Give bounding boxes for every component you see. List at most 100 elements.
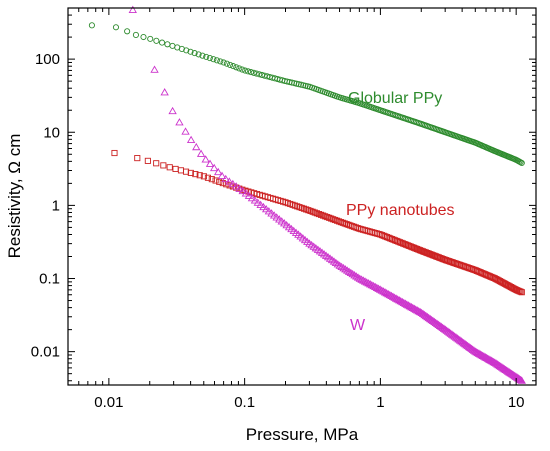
data-point-triangle [402,300,412,308]
data-point-circle [164,41,171,48]
data-point-triangle [225,177,234,185]
data-point-circle [187,48,194,55]
data-point-square [398,239,405,246]
data-point-square [144,157,151,164]
data-point-triangle [393,295,402,303]
data-point-square [318,211,325,218]
data-point-triangle [367,280,377,289]
data-point-circle [213,57,220,64]
data-point-triangle [390,293,399,301]
series-label-globular-ppy: Globular PPy [348,90,442,107]
data-point-square [166,164,173,171]
data-point-triangle [355,274,364,282]
data-point-triangle [417,308,426,317]
x-tick-label: 0.01 [94,394,123,411]
data-point-triangle [205,159,215,167]
data-point-square [407,243,414,250]
data-point-square [311,209,318,216]
data-point-circle [220,59,227,66]
data-point-triangle [343,266,352,274]
data-point-square [192,171,199,178]
series-label-w: W [350,317,366,334]
y-tick-label: 100 [35,51,60,68]
data-point-triangle [423,312,432,321]
data-point-circle [253,70,260,77]
data-point-circle [298,81,305,88]
data-point-triangle [427,315,436,324]
data-point-triangle [346,268,356,277]
data-point-triangle [253,198,262,206]
data-point-circle [236,65,243,72]
data-point-triangle [385,290,395,299]
data-point-circle [233,64,240,71]
data-point-triangle [228,179,237,188]
data-point-triangle [150,65,159,73]
data-point-square [330,216,337,223]
plot-frame [67,7,537,386]
data-point-triangle [384,289,393,298]
data-point-square [204,174,211,181]
data-point-triangle [323,252,333,261]
data-point-circle [247,69,255,76]
data-point-circle [518,159,525,167]
data-point-triangle [217,171,227,179]
data-point-circle [206,54,213,62]
data-point-triangle [362,278,371,286]
data-point-triangle [196,149,206,157]
data-point-square [326,214,333,221]
data-point-circle [217,58,224,65]
data-point-triangle [421,311,431,320]
data-point-circle [295,81,302,88]
data-point-triangle [244,191,254,199]
data-point-triangle [395,296,404,304]
data-point-triangle [241,189,251,197]
data-point-triangle [321,251,331,259]
data-point-triangle [175,118,184,126]
data-point-square [399,240,407,247]
data-point-square [395,238,402,245]
data-point-triangle [426,314,435,323]
data-point-square [200,173,207,180]
data-point-triangle [398,297,407,306]
data-point-triangle [418,309,428,318]
data-point-triangle [365,280,375,288]
data-point-circle [183,47,190,54]
data-point-triangle [387,291,396,300]
data-point-triangle [516,375,525,384]
data-point-triangle [250,196,260,204]
data-point-triangle [259,202,268,211]
series-layer [88,5,526,384]
data-point-circle [242,67,249,74]
data-point-circle [210,56,217,63]
data-point-square [307,207,314,215]
data-point-square [226,182,233,189]
data-point-triangle [353,273,363,281]
labels-layer: 0.01 0.1 1 10 0.01 0.1 1 10 100 [31,51,525,411]
data-point-square [517,288,524,295]
data-point-triangle [213,167,223,176]
data-point-triangle [371,282,380,291]
y-tick-label: 10 [43,124,60,141]
data-point-triangle [379,287,388,295]
data-point-circle [245,68,252,75]
data-point-square [212,177,219,184]
data-point-square [334,217,341,224]
data-point-triangle [396,296,405,305]
data-point-triangle [331,258,341,266]
data-point-triangle [348,269,357,278]
data-point-square [328,215,335,222]
data-point-triangle [415,307,425,316]
data-point-square [320,212,327,219]
data-point-triangle [210,163,219,172]
y-axis-title: Resistivity, Ω cm [5,134,24,259]
data-point-triangle [420,310,429,319]
data-point-triangle [399,298,409,307]
data-point-triangle [327,255,337,264]
data-point-triangle [333,260,343,268]
data-point-triangle [352,272,361,280]
data-point-circle [223,60,230,67]
data-point-circle [250,69,257,76]
x-tick-label: 1 [376,394,384,411]
data-point-triangle [186,135,196,144]
